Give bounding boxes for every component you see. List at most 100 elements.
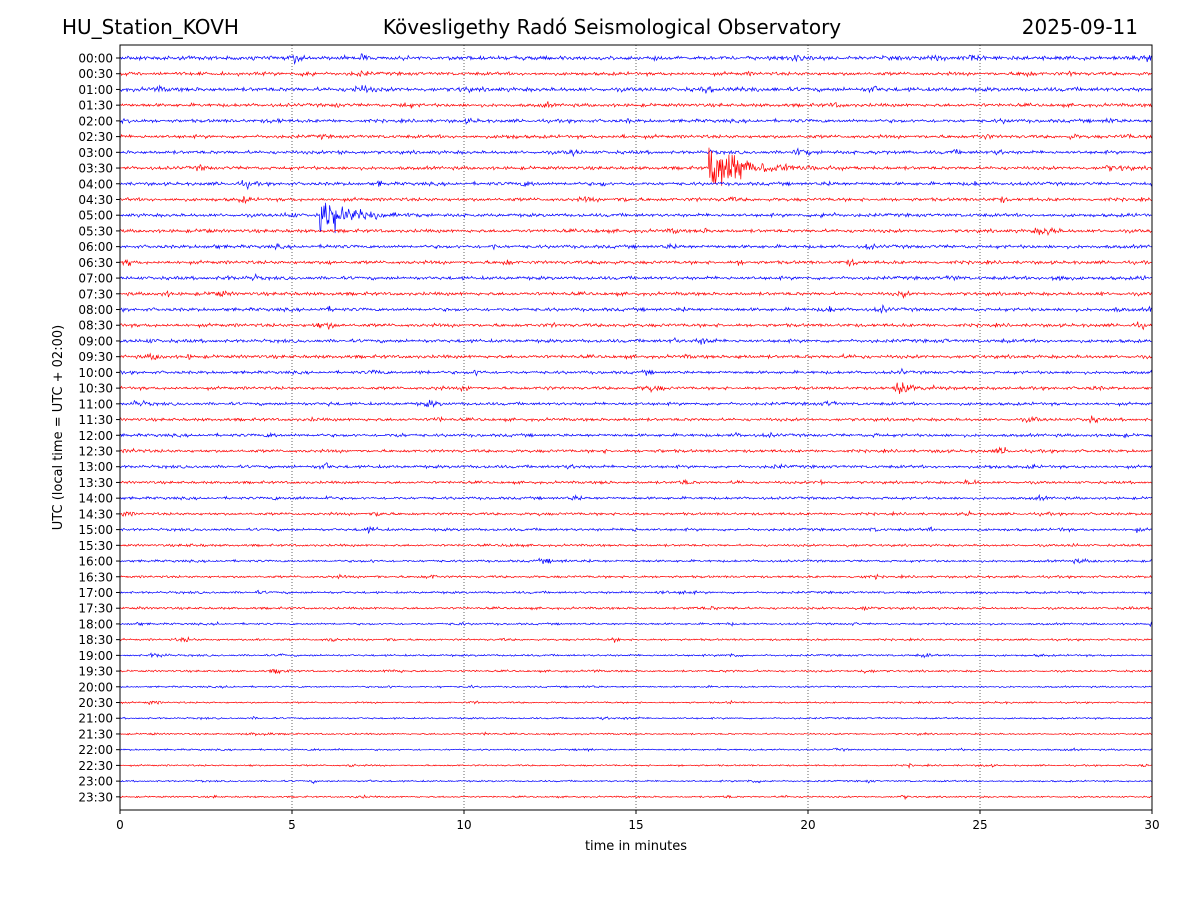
y-tick-label: 05:30 (78, 224, 113, 238)
seismic-trace (119, 589, 1153, 596)
seismic-trace (119, 53, 1153, 65)
y-tick-label: 18:30 (78, 633, 113, 647)
seismic-trace (119, 605, 1153, 611)
seismic-trace (119, 273, 1152, 282)
y-tick-label: 01:30 (78, 99, 113, 113)
seismic-trace (119, 337, 1153, 345)
seismic-trace (119, 399, 1153, 408)
seismic-trace (119, 684, 1153, 689)
seismic-trace (119, 352, 1153, 361)
seismic-trace (119, 195, 1153, 205)
y-tick-label: 13:00 (78, 460, 113, 474)
y-tick-label: 00:00 (78, 52, 113, 66)
seismic-trace (119, 415, 1153, 424)
y-tick-label: 12:00 (78, 429, 113, 443)
seismic-trace (119, 382, 1153, 395)
y-tick-label: 15:00 (78, 523, 113, 537)
y-tick-label: 15:30 (78, 539, 113, 553)
seismic-trace (119, 446, 1153, 455)
x-axis: 0 5 10 15 20 25 30 (116, 810, 1160, 832)
seismic-trace (119, 699, 1153, 705)
x-tick-label: 20 (800, 818, 815, 832)
station-name: HU_Station_KOVH (62, 15, 239, 39)
seismic-trace (119, 762, 1153, 770)
seismic-trace (119, 226, 1153, 237)
seismic-trace (119, 635, 1153, 643)
seismic-trace (119, 510, 1153, 518)
y-tick-label: 06:30 (78, 256, 113, 270)
y-tick-label: 11:30 (78, 413, 113, 427)
seismic-trace (119, 117, 1153, 126)
y-tick-label: 21:30 (78, 727, 113, 741)
y-tick-label: 02:00 (78, 114, 113, 128)
y-tick-label: 06:00 (78, 240, 113, 254)
seismic-trace (119, 542, 1153, 548)
y-tick-label: 14:00 (78, 492, 113, 506)
seismic-trace (119, 258, 1153, 267)
seismic-trace (119, 303, 1153, 315)
y-tick-label: 17:30 (78, 602, 113, 616)
seismic-trace (119, 84, 1153, 94)
y-tick-label: 09:00 (78, 334, 113, 348)
seismic-trace (119, 747, 1153, 753)
seismic-trace (119, 133, 1153, 141)
seismic-trace (119, 621, 1153, 628)
seismic-trace (119, 202, 1153, 234)
y-tick-label: 13:30 (78, 476, 113, 490)
seismic-trace (119, 431, 1153, 439)
y-tick-label: 12:30 (78, 445, 113, 459)
seismic-trace (119, 147, 1153, 158)
seismic-trace (119, 573, 1153, 580)
y-tick-label: 10:00 (78, 366, 113, 380)
seismic-trace (119, 652, 1152, 659)
x-tick-label: 10 (456, 818, 471, 832)
y-tick-label: 21:00 (78, 712, 113, 726)
y-tick-label: 20:30 (78, 696, 113, 710)
y-tick-label: 08:00 (78, 303, 113, 317)
seismic-trace (119, 367, 1153, 377)
y-tick-label: 11:00 (78, 397, 113, 411)
seismic-trace (119, 715, 1153, 721)
x-tick-label: 5 (288, 818, 296, 832)
y-tick-label: 07:00 (78, 272, 113, 286)
seismic-trace (119, 242, 1153, 251)
seismic-trace (119, 70, 1153, 78)
seismic-trace (119, 779, 1153, 785)
traces-layer (119, 53, 1153, 801)
seismic-trace (119, 731, 1153, 737)
y-tick-label: 07:30 (78, 287, 113, 301)
seismic-trace (119, 478, 1153, 486)
seismic-trace (119, 180, 1153, 191)
y-tick-label: 22:00 (78, 743, 113, 757)
y-tick-label: 04:00 (78, 177, 113, 191)
y-tick-label: 03:00 (78, 146, 113, 160)
y-axis-label: UTC (local time = UTC + 02:00) (51, 325, 66, 530)
y-tick-label: 10:30 (78, 382, 113, 396)
y-tick-label: 14:30 (78, 507, 113, 521)
chart-title: Kövesligethy Radó Seismological Observat… (382, 15, 842, 39)
y-tick-label: 19:30 (78, 665, 113, 679)
y-tick-label: 20:00 (78, 680, 113, 694)
y-tick-label: 08:30 (78, 319, 113, 333)
y-tick-label: 09:30 (78, 350, 113, 364)
y-tick-label: 02:30 (78, 130, 113, 144)
y-tick-label: 01:00 (78, 83, 113, 97)
seismic-trace (119, 525, 1153, 535)
x-tick-label: 25 (972, 818, 987, 832)
y-tick-label: 23:30 (78, 790, 113, 804)
x-tick-label: 30 (1144, 818, 1159, 832)
seismic-trace (119, 794, 1153, 801)
y-tick-label: 23:00 (78, 775, 113, 789)
y-tick-label: 04:30 (78, 193, 113, 207)
x-axis-label: time in minutes (585, 839, 687, 854)
seismic-trace (119, 668, 1153, 675)
y-tick-label: 22:30 (78, 759, 113, 773)
x-tick-label: 0 (116, 818, 124, 832)
x-tick-label: 15 (628, 818, 643, 832)
y-tick-label: 16:30 (78, 570, 113, 584)
y-tick-label: 18:00 (78, 617, 113, 631)
seismic-trace (119, 321, 1153, 331)
y-tick-label: 19:00 (78, 649, 113, 663)
